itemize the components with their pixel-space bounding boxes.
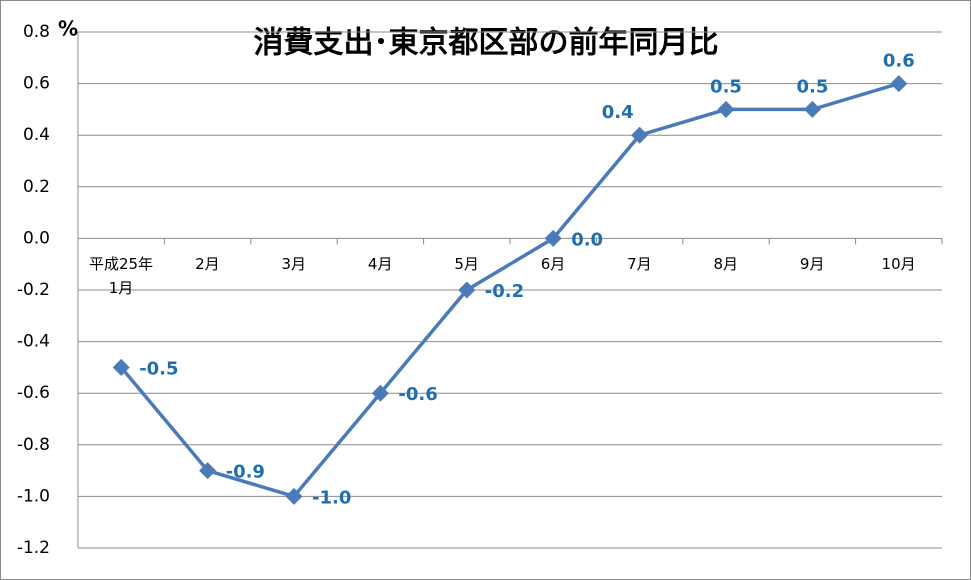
- x-tick-label: 6月: [540, 255, 566, 274]
- y-tick-label: 0.2: [23, 177, 50, 197]
- y-tick-label: -0.2: [17, 280, 50, 300]
- data-label: 0.0: [571, 229, 603, 250]
- data-label: -1.0: [312, 487, 351, 508]
- data-label: 0.5: [796, 76, 828, 97]
- data-line: [119, 81, 900, 499]
- x-tick-label: 平成25年 1月: [88, 255, 154, 298]
- data-label: -0.5: [139, 358, 178, 379]
- data-point: [803, 100, 821, 118]
- x-tick-label: 7月: [627, 255, 652, 274]
- y-tick-label: -1.2: [17, 538, 50, 558]
- data-point: [890, 75, 908, 93]
- x-tick-label: 3月: [281, 255, 307, 274]
- data-label: -0.9: [226, 462, 265, 483]
- y-tick-label: -1.0: [17, 486, 50, 506]
- y-tick-label: 0.0: [23, 228, 50, 248]
- y-tick-label: 0.4: [23, 125, 50, 145]
- data-label: 0.4: [602, 102, 634, 123]
- data-label: -0.2: [485, 281, 524, 302]
- data-point: [285, 487, 303, 505]
- y-tick-label: -0.8: [17, 435, 50, 455]
- x-tick-label: 9月: [799, 255, 825, 274]
- data-point: [458, 281, 476, 299]
- data-point: [112, 358, 130, 376]
- data-label: -0.6: [398, 384, 437, 405]
- y-tick-label: 0.8: [23, 22, 50, 42]
- data-point: [717, 100, 735, 118]
- y-tick-label: -0.6: [17, 383, 50, 403]
- y-tick-label: -0.4: [17, 332, 50, 352]
- data-label: 0.6: [883, 51, 915, 72]
- data-point: [371, 384, 389, 402]
- x-tick-label: 4月: [367, 255, 393, 274]
- x-tick-label: 10月: [881, 255, 916, 274]
- data-point: [544, 229, 562, 247]
- x-tick-label: 2月: [195, 255, 220, 274]
- data-label: 0.5: [710, 76, 742, 97]
- y-tick-label: 0.6: [23, 74, 50, 94]
- data-point: [199, 462, 217, 480]
- data-point: [631, 126, 649, 144]
- x-tick-label: 5月: [454, 255, 479, 274]
- y-unit: %: [58, 17, 78, 41]
- x-tick-label: 8月: [713, 255, 739, 274]
- chart-title: 消費支出･東京都区部の前年同月比: [254, 26, 719, 61]
